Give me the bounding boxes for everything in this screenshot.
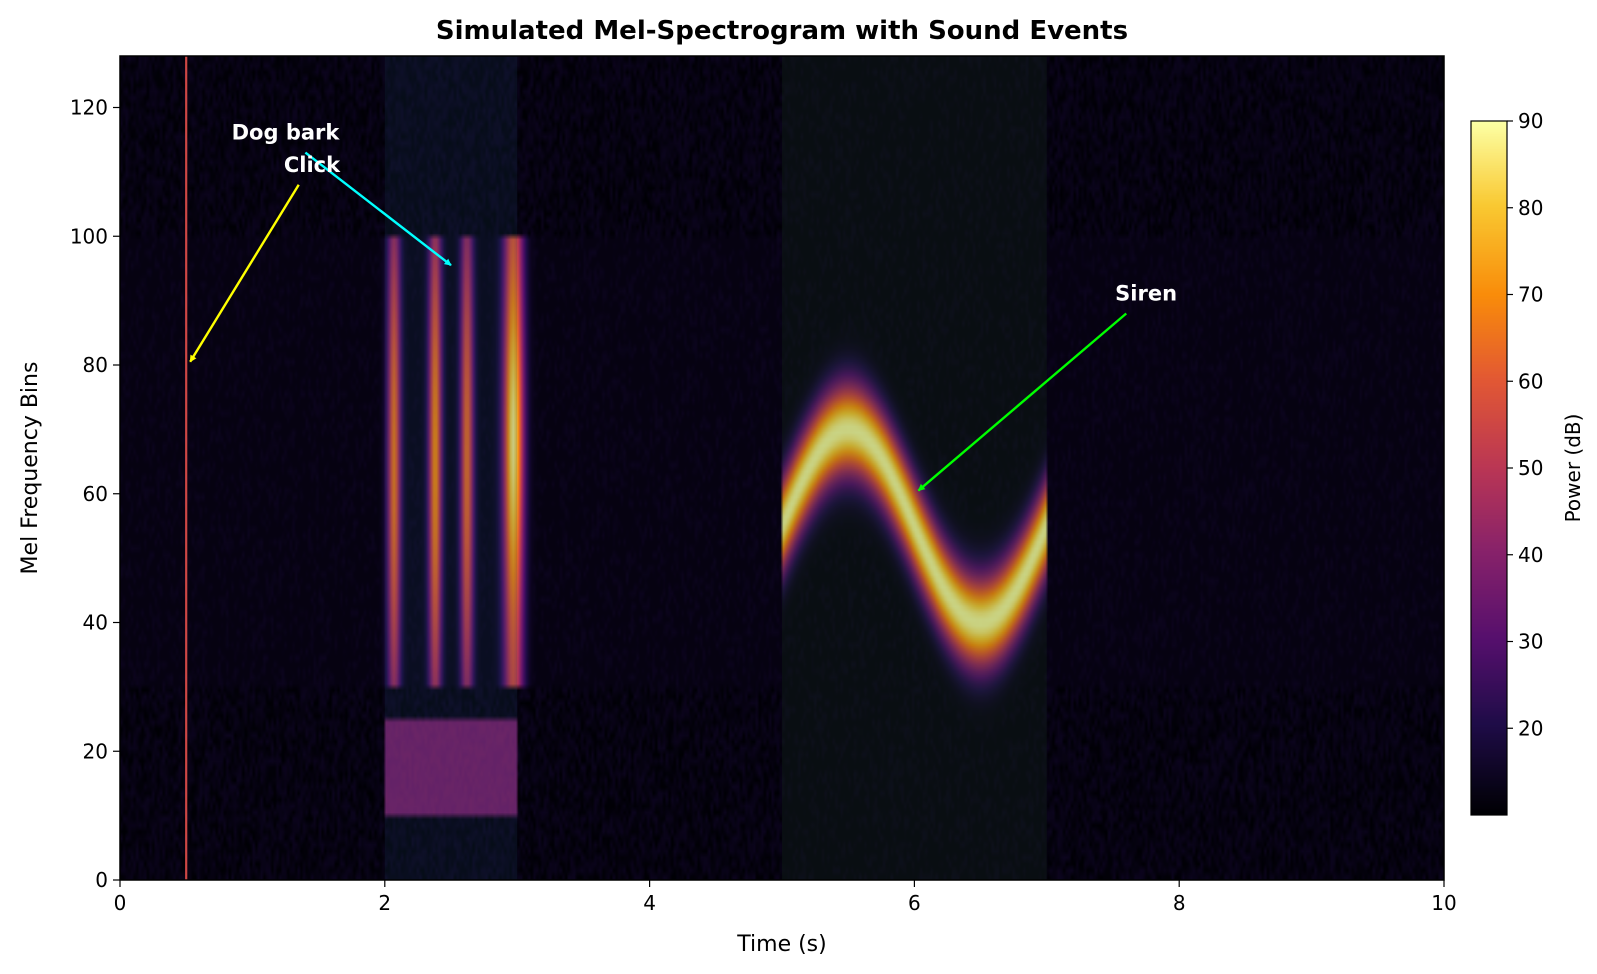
x-tick-label-4: 8 [1173, 891, 1186, 915]
x-tick-label-5: 10 [1431, 891, 1456, 915]
highlight-span-2 [782, 56, 1047, 880]
colorbar-gradient [1471, 121, 1507, 815]
y-tick-label-6: 120 [70, 96, 108, 120]
colorbar-tick-label-6: 80 [1518, 196, 1543, 220]
y-axis: 0 20 40 60 80 100 120 [70, 96, 120, 892]
annotation-arrow-1 [304, 151, 452, 267]
annotation-layer: Dog bark Click Siren [189, 121, 1177, 492]
plot-frame [119, 55, 1445, 881]
y-tick-label-2: 40 [83, 611, 108, 635]
heatmap-image [120, 56, 1444, 880]
x-axis: 0 2 4 6 8 10 [114, 880, 1457, 915]
highlight-layer [384, 56, 1047, 880]
x-tick-label-1: 2 [378, 891, 391, 915]
annotation-arrow-3 [917, 312, 1128, 492]
annotation-label-2: Click [284, 153, 341, 177]
colorbar-tick-label-7: 90 [1518, 109, 1543, 133]
y-tick-label-4: 80 [83, 353, 108, 377]
x-axis-label: Time (s) [736, 932, 826, 957]
colorbar-tick-label-5: 70 [1518, 283, 1543, 307]
colorbar-label: Power (dB) [1561, 414, 1585, 523]
chart-title: Simulated Mel-Spectrogram with Sound Eve… [436, 16, 1128, 46]
colorbar-tick-label-2: 40 [1518, 543, 1543, 567]
plot-area [120, 56, 1444, 880]
colorbar-tick-label-3: 50 [1518, 456, 1543, 480]
highlight-span-1 [384, 56, 518, 880]
y-axis-label: Mel Frequency Bins [18, 362, 43, 575]
colorbar-ticks: 20 30 40 50 60 70 80 90 [1507, 109, 1543, 740]
x-tick-label-2: 4 [643, 891, 656, 915]
y-tick-label-1: 20 [83, 739, 108, 763]
colorbar-tick-label-4: 60 [1518, 369, 1543, 393]
colorbar-tick-label-0: 20 [1518, 716, 1543, 740]
annotation-label-3: Siren [1115, 282, 1177, 306]
y-tick-label-3: 60 [83, 482, 108, 506]
annotation-label-1: Dog bark [232, 121, 341, 145]
colorbar-tick-label-1: 30 [1518, 630, 1543, 654]
colorbar: 20 30 40 50 60 70 80 90 Power (dB) [1470, 109, 1585, 816]
annotation-arrow-2 [189, 184, 300, 363]
y-tick-label-5: 100 [70, 224, 108, 248]
y-tick-label-0: 0 [95, 868, 108, 892]
x-tick-label-0: 0 [114, 891, 127, 915]
x-tick-label-3: 6 [908, 891, 921, 915]
